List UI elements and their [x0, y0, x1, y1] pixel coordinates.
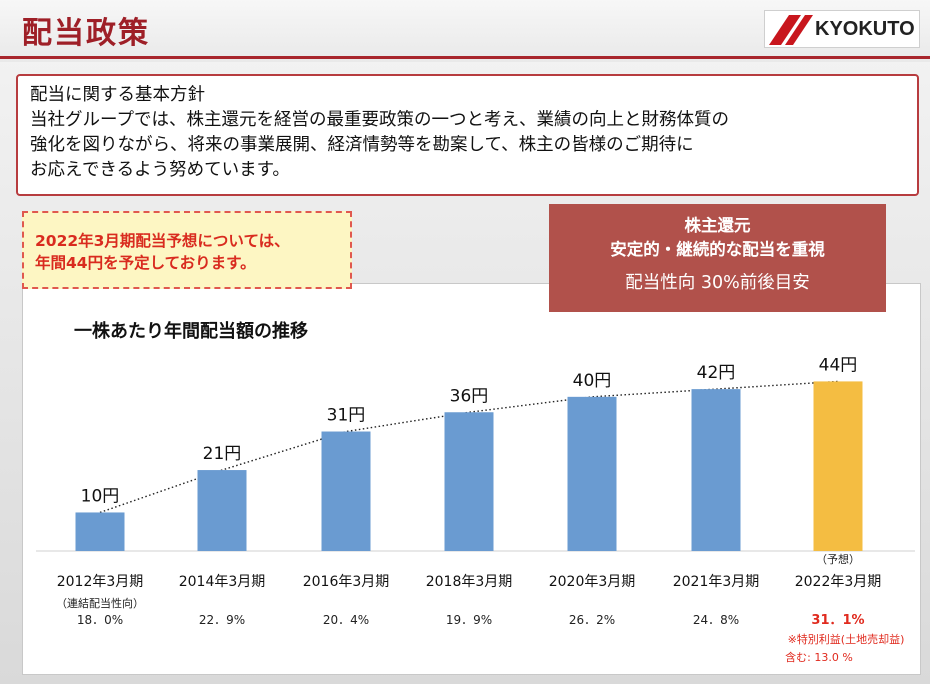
bar-2	[321, 431, 371, 551]
return-title: 株主還元	[684, 216, 751, 235]
policy-line-3: お応えできるよう努めています。	[30, 160, 290, 180]
bar-4	[567, 396, 617, 551]
policy-line-2: 強化を図りながら、将来の事業展開、経済情勢等を勘案して、株主の皆様のご期待に	[30, 135, 694, 155]
kyokuto-logo-icon	[769, 15, 813, 45]
logo-text: KYOKUTO	[815, 17, 915, 40]
payout-ratio-6: 31．1%	[811, 613, 864, 628]
company-logo: KYOKUTO	[764, 10, 920, 48]
bar-3	[444, 412, 494, 551]
return-ratio: 配当性向 30%前後目安	[625, 273, 810, 293]
bar-0	[75, 512, 125, 551]
special-gain-ratio-note: 含む: 13.0 %	[785, 650, 853, 664]
payout-ratio-5: 24．8%	[693, 613, 739, 627]
category-label-3: 2018年3月期	[426, 574, 513, 590]
forecast-note-line-1: 2022年3月期配当予想については、	[35, 232, 290, 250]
payout-ratio-3: 19．9%	[446, 613, 492, 627]
category-label-4: 2020年3月期	[549, 574, 636, 590]
payout-ratio-4: 26．2%	[569, 613, 615, 627]
category-label-1: 2014年3月期	[179, 574, 266, 590]
payout-ratio-1: 22．9%	[199, 613, 245, 627]
value-label-2: 31円	[327, 406, 366, 426]
dividend-policy-box: 配当に関する基本方針 当社グループでは、株主還元を経営の最重要政策の一つと考え、…	[16, 74, 919, 196]
forecast-note-line-2: 年間44円を予定しております。	[35, 254, 256, 272]
category-label-5: 2021年3月期	[673, 574, 760, 590]
category-label-0: 2012年3月期	[57, 574, 144, 590]
forecast-label: （予想）	[816, 552, 860, 566]
title-rule	[0, 56, 930, 59]
chart-title: 一株あたり年間配当額の推移	[74, 321, 308, 342]
payout-ratio-2: 20．4%	[323, 613, 369, 627]
value-label-6: 44円	[819, 355, 858, 375]
policy-line-1: 当社グループでは、株主還元を経営の最重要政策の一つと考え、業績の向上と財務体質の	[30, 110, 729, 130]
value-label-5: 42円	[697, 363, 736, 383]
category-label-2: 2016年3月期	[303, 574, 390, 590]
value-label-0: 10円	[81, 486, 120, 506]
value-label-1: 21円	[203, 444, 242, 464]
shareholder-return-box: 株主還元 安定的・継続的な配当を重視 配当性向 30%前後目安	[549, 204, 886, 312]
forecast-note: 2022年3月期配当予想については、 年間44円を予定しております。	[22, 211, 352, 289]
bar-1	[197, 470, 247, 551]
return-subtitle: 安定的・継続的な配当を重視	[610, 240, 825, 259]
payout-ratio-heading: （連結配当性向）	[56, 596, 144, 610]
category-label-6: 2022年3月期	[795, 574, 882, 590]
special-gain-note: ※特別利益(土地売却益)	[788, 632, 905, 646]
payout-ratio-0: 18．0%	[77, 613, 123, 627]
bar-6	[813, 381, 863, 551]
value-label-4: 40円	[573, 371, 612, 391]
page-title: 配当政策	[22, 16, 150, 51]
bar-5	[691, 389, 741, 551]
value-label-3: 36円	[450, 386, 489, 406]
policy-heading: 配当に関する基本方針	[30, 85, 205, 105]
